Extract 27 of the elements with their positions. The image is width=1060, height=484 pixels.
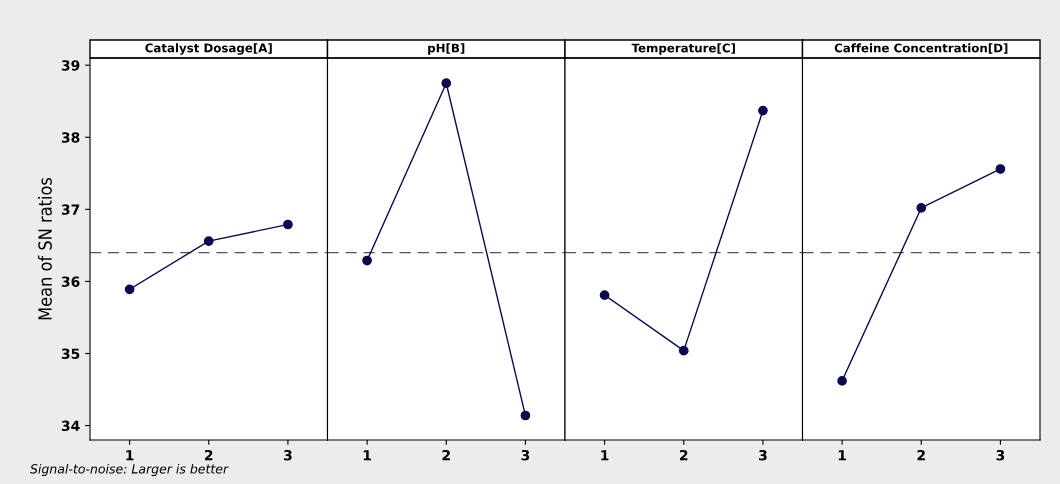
point: [124, 284, 135, 295]
x-tick-label: 1: [363, 450, 371, 461]
x-tick-label: 1: [838, 450, 846, 461]
x-tick-label: 3: [521, 449, 530, 461]
x-tick-label: 3: [284, 449, 292, 461]
text: Signal-to-noise: Larger is better: [30, 463, 229, 476]
x-tick-label: 3: [759, 449, 767, 461]
x-tick-label: 2: [680, 449, 688, 461]
point: [203, 236, 214, 246]
x-tick-label: 1: [601, 450, 609, 461]
x-tick-label: 2: [205, 449, 213, 461]
y-tick-label: 34: [61, 420, 80, 432]
chart-title: Catalyst Dosage[A]: [145, 43, 272, 55]
chart-title: Caffeine Concentration[D]: [834, 43, 1008, 54]
x-tick-label: 1: [126, 450, 134, 461]
point: [283, 219, 293, 230]
x-tick-label: 3: [996, 449, 1005, 461]
x-tick-label: 2: [442, 449, 450, 461]
y-tick-label: 37: [61, 204, 80, 215]
y-tick-label: 35: [61, 348, 80, 359]
y-axis-title: Mean of SN ratios: [37, 177, 52, 320]
x-tick-label: 2: [917, 449, 925, 461]
chart-title: Temperature[C]: [631, 43, 735, 55]
chart-title: pH[B]: [428, 43, 465, 55]
y-tick-label: 36: [61, 276, 80, 287]
y-tick-label: 38: [61, 132, 80, 143]
y-tick-label: 39: [61, 60, 80, 71]
